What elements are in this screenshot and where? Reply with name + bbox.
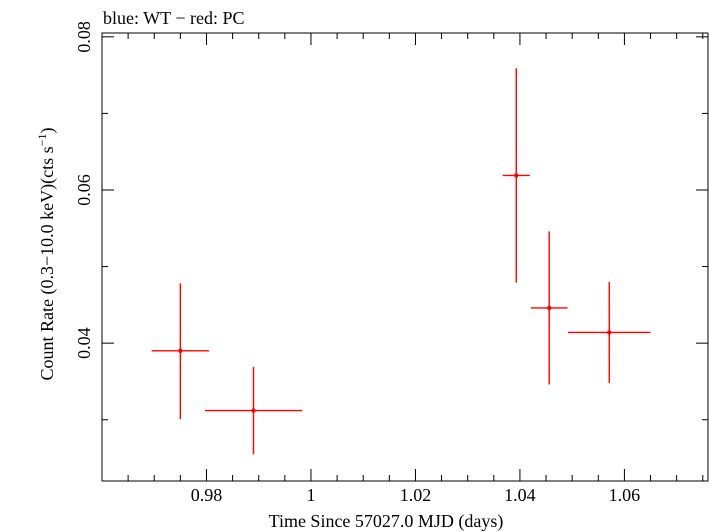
data-point: [530, 231, 568, 385]
x-axis-label: Time Since 57027.0 MJD (days): [269, 511, 504, 532]
y-axis-ticks: [102, 36, 708, 421]
x-tick-label: 1.04: [504, 485, 536, 505]
data-point: [151, 283, 210, 419]
x-axis-ticks: [101, 33, 704, 481]
data-marker: [607, 330, 612, 335]
y-tick-label: 0.06: [74, 174, 94, 206]
data-points: [151, 68, 651, 455]
y-axis-label-close: ): [37, 128, 58, 134]
data-marker: [178, 348, 183, 354]
data-marker: [251, 408, 256, 413]
y-axis-label-main: Count Rate (0.3−10.0 keV)(cts s: [37, 146, 58, 380]
x-tick-label: 1: [306, 485, 315, 505]
data-marker: [546, 305, 552, 311]
x-tick-label: 1.02: [400, 485, 432, 505]
plot-frame: [101, 32, 709, 482]
y-tick-label: 0.04: [74, 327, 94, 359]
data-point: [204, 366, 303, 455]
data-marker: [514, 173, 519, 178]
y-axis-label: Count Rate (0.3−10.0 keV)(cts s−1): [35, 128, 58, 381]
y-tick-label: 0.08: [74, 21, 94, 53]
y-axis-label-exponent: −1: [35, 134, 49, 147]
x-axis-tick-labels: 0.98 1 1.02 1.04 1.06: [191, 485, 640, 505]
x-tick-label: 1.06: [609, 485, 641, 505]
y-axis-tick-labels: 0.04 0.06 0.08: [74, 21, 94, 359]
x-tick-label: 0.98: [191, 485, 223, 505]
data-point: [567, 281, 651, 383]
data-point: [502, 68, 530, 283]
chart-title: blue: WT − red: PC: [103, 8, 244, 28]
